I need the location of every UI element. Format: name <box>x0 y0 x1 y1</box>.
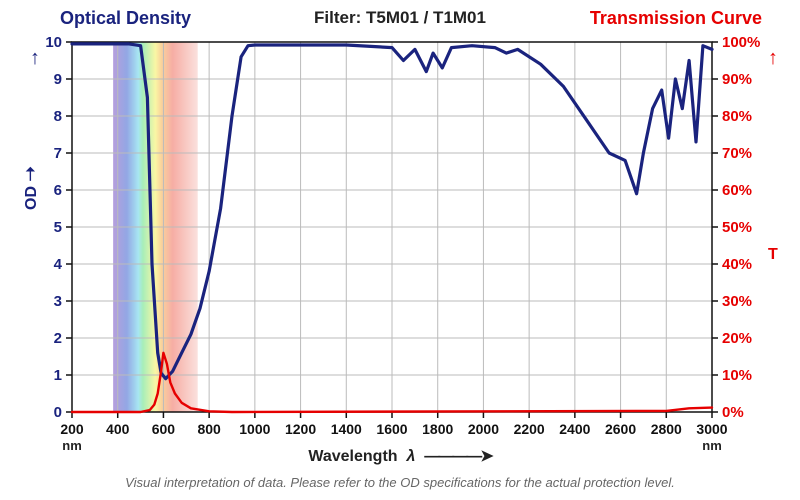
title-filter: Filter: T5M01 / T1M01 <box>314 8 486 28</box>
y-left-tick-label: 7 <box>54 145 62 162</box>
y-left-tick-label: 0 <box>54 404 62 421</box>
y-right-tick-label: 100% <box>722 36 760 51</box>
x-tick-label: 800 <box>197 421 221 437</box>
x-tick-label: 1600 <box>376 421 407 437</box>
y-right-tick-label: 30% <box>722 293 752 310</box>
x-tick-label: 2200 <box>514 421 545 437</box>
x-unit-left: nm <box>62 438 82 453</box>
y-right-tick-label: 0% <box>722 404 744 421</box>
footnote: Visual interpretation of data. Please re… <box>125 475 675 490</box>
y-right-tick-label: 10% <box>722 367 752 384</box>
y-left-tick-label: 9 <box>54 71 62 88</box>
arrow-up-icon: ↑ <box>30 47 40 69</box>
chart-container: { "header": { "left_label": "Optical Den… <box>0 0 800 500</box>
y-right-tick-label: 50% <box>722 219 752 236</box>
x-tick-label: 400 <box>106 421 130 437</box>
x-tick-label: 2800 <box>651 421 682 437</box>
y-right-tick-label: 20% <box>722 330 752 347</box>
x-tick-label: 1000 <box>239 421 270 437</box>
arrow-up-icon: ↑ <box>768 47 778 69</box>
y-right-tick-label: 80% <box>722 108 752 125</box>
y-right-tick-label: 40% <box>722 256 752 273</box>
y-left-tick-label: 8 <box>54 108 62 125</box>
x-tick-label: 1400 <box>331 421 362 437</box>
x-tick-label: 200 <box>60 421 84 437</box>
x-tick-label: 3000 <box>696 421 727 437</box>
y-left-tick-label: 4 <box>54 256 63 273</box>
y-left-tick-label: 3 <box>54 293 62 310</box>
x-tick-label: 2400 <box>559 421 590 437</box>
y-left-tick-label: 5 <box>54 219 62 236</box>
y-right-tick-label: 90% <box>722 71 752 88</box>
y-right-tick-label: 70% <box>722 145 752 162</box>
x-unit-right: nm <box>702 438 722 453</box>
y-left-tick-label: 1 <box>54 367 62 384</box>
y-left-tick-label: 6 <box>54 182 62 199</box>
x-tick-label: 600 <box>152 421 176 437</box>
title-transmission: Transmission Curve <box>590 8 762 29</box>
x-tick-label: 1800 <box>422 421 453 437</box>
x-tick-label: 2600 <box>605 421 636 437</box>
x-tick-label: 1200 <box>285 421 316 437</box>
x-tick-label: 2000 <box>468 421 499 437</box>
y-left-tick-label: 10 <box>45 36 62 51</box>
title-optical-density: Optical Density <box>60 8 191 29</box>
y-left-tick-label: 2 <box>54 330 62 347</box>
y-right-tick-label: 60% <box>722 182 752 199</box>
chart-svg: 0123456789100%10%20%30%40%50%60%70%80%90… <box>12 36 788 466</box>
y-right-axis-label: T <box>768 246 778 263</box>
